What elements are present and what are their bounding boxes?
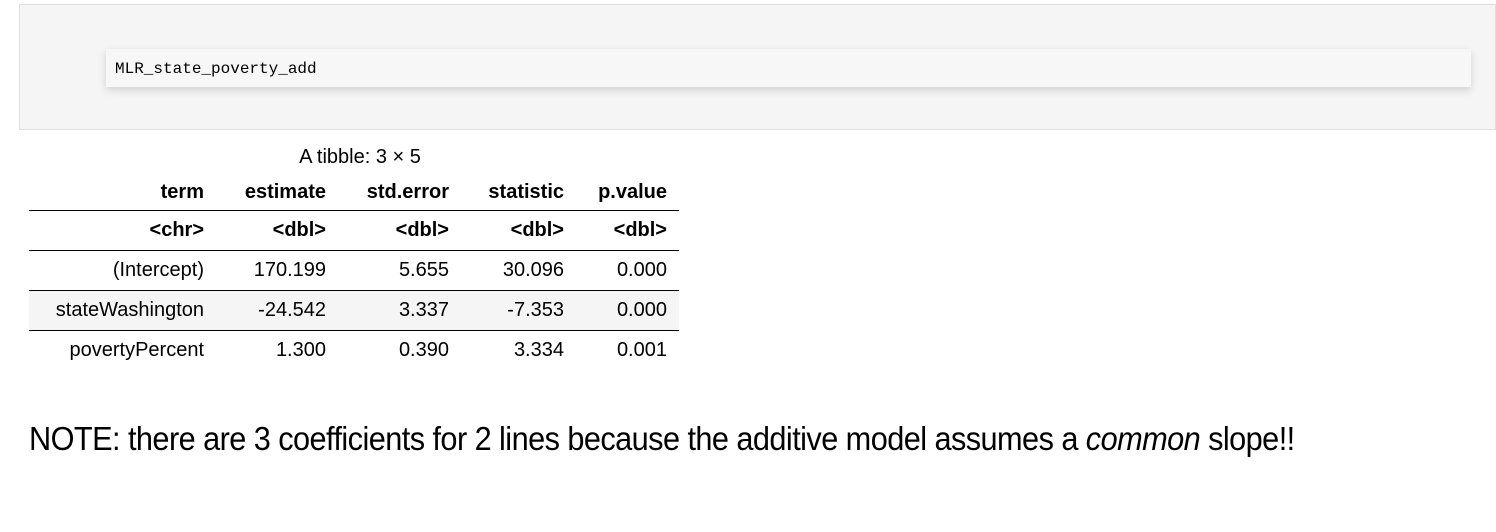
column-header-term: term — [29, 174, 216, 211]
column-header-estimate: estimate — [216, 174, 338, 211]
note-text-after: slope!! — [1200, 420, 1295, 457]
table-header-row: term estimate std.error statistic p.valu… — [29, 174, 679, 211]
cell-std-error: 5.655 — [338, 250, 461, 291]
column-header-p-value: p.value — [576, 174, 679, 211]
note-emphasis: common — [1085, 420, 1201, 457]
cell-statistic: 3.334 — [461, 330, 576, 370]
markdown-note: NOTE: there are 3 coefficients for 2 lin… — [29, 420, 1295, 458]
column-header-statistic: statistic — [461, 174, 576, 211]
cell-statistic: -7.353 — [461, 290, 576, 331]
table-row: povertyPercent 1.300 0.390 3.334 0.001 — [29, 330, 679, 370]
table-row: (Intercept) 170.199 5.655 30.096 0.000 — [29, 250, 679, 291]
column-type-statistic: <dbl> — [461, 210, 576, 251]
code-line: MLR_state_poverty_add — [115, 60, 317, 78]
cell-term: (Intercept) — [29, 250, 216, 291]
cell-std-error: 0.390 — [338, 330, 461, 370]
tibble-table: term estimate std.error statistic p.valu… — [29, 174, 679, 370]
cell-term: povertyPercent — [29, 330, 216, 370]
column-header-std-error: std.error — [338, 174, 461, 211]
cell-p-value: 0.000 — [576, 250, 679, 291]
code-cell-input-area[interactable]: MLR_state_poverty_add — [19, 4, 1496, 130]
table-row: stateWashington -24.542 3.337 -7.353 0.0… — [29, 290, 679, 331]
code-editor[interactable]: MLR_state_poverty_add — [106, 49, 1471, 87]
column-type-p-value: <dbl> — [576, 210, 679, 251]
cell-std-error: 3.337 — [338, 290, 461, 331]
table-type-row: <chr> <dbl> <dbl> <dbl> <dbl> — [29, 210, 679, 251]
cell-p-value: 0.001 — [576, 330, 679, 370]
cell-term: stateWashington — [29, 290, 216, 331]
cell-estimate: -24.542 — [216, 290, 338, 331]
note-text-before: NOTE: there are 3 coefficients for 2 lin… — [29, 420, 1086, 457]
cell-statistic: 30.096 — [461, 250, 576, 291]
cell-output-area: A tibble: 3 × 5 term estimate std.error … — [29, 140, 691, 370]
tibble-caption: A tibble: 3 × 5 — [299, 146, 421, 168]
column-type-std-error: <dbl> — [338, 210, 461, 251]
column-type-term: <chr> — [29, 210, 216, 251]
cell-estimate: 1.300 — [216, 330, 338, 370]
cell-p-value: 0.000 — [576, 290, 679, 331]
column-type-estimate: <dbl> — [216, 210, 338, 251]
cell-estimate: 170.199 — [216, 250, 338, 291]
